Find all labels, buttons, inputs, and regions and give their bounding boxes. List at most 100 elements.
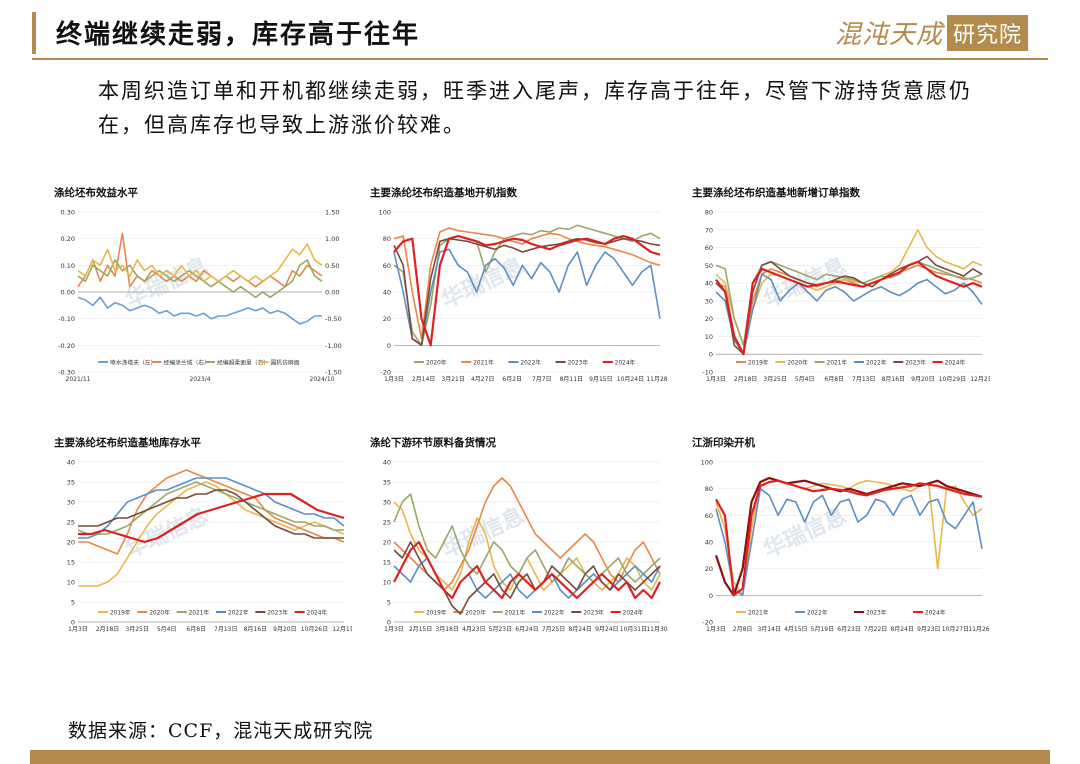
x-tick-label: 2月18日 [734, 376, 757, 383]
series-line [715, 273, 983, 355]
chart-loom-operating-index: 主要涤纶坯布织造基地开机指数 华瑞信息 100 80 60 40 20 0 -20 1月3日 2月1… [368, 182, 668, 397]
y-tick-label: 60 [705, 512, 713, 520]
legend-label: 2023年 [267, 609, 288, 617]
y-tick-label: 15 [67, 559, 75, 567]
y-right-tick-label: 0.00 [325, 289, 339, 297]
series-line [393, 541, 661, 615]
x-tick-label: 8月16日 [244, 626, 267, 633]
x-tick-label: 5月23日 [489, 626, 512, 633]
series-line [393, 501, 661, 591]
chart-dyeing-operating: 江浙印染开机 华瑞信息 100 80 60 40 20 0 -20 1月3日 2月8日 3月14日 4月… [690, 432, 990, 647]
x-tick-label: 9月20日 [273, 626, 296, 633]
y-tick-label: 0.30 [61, 209, 75, 217]
x-tick-label: 5月4日 [795, 376, 815, 383]
y-right-tick-label: 0.50 [325, 262, 339, 270]
y-tick-label: -20 [380, 369, 391, 377]
x-tick-label: 9月20日 [911, 376, 934, 383]
legend-label: 2023年 [583, 609, 604, 617]
x-tick-label: 10月26日 [301, 626, 328, 633]
legend-label: 2023年 [866, 609, 887, 617]
legend-label: 2021年 [505, 609, 526, 617]
chart-new-orders-index: 主要涤纶坯布织造基地新增订单指数 华瑞信息 80 70 60 50 40 30 20 10 0 -10… [690, 182, 990, 397]
x-tick-label: 2月18日 [96, 626, 119, 633]
series-line [715, 228, 983, 347]
y-tick-label: 0 [709, 592, 713, 600]
legend-label: 2022年 [520, 359, 541, 367]
logo-sub-text: 研究院 [946, 14, 1028, 51]
legend-label: 2021年 [189, 609, 210, 617]
x-tick-label: 3月25日 [125, 626, 148, 633]
series-line [393, 493, 661, 583]
page-header: 终端继续走弱，库存高于往年 混沌天成 研究院 [0, 0, 1080, 64]
y-right-tick-label: 1.50 [325, 209, 339, 217]
y-tick-label: 30 [383, 499, 391, 507]
series-line [78, 492, 345, 544]
x-tick-label: 1月3日 [706, 626, 726, 633]
x-tick-label: 8月11日 [560, 376, 583, 383]
y-tick-label: 30 [705, 297, 713, 305]
data-source-note: 数据来源：CCF，混沌天成研究院 [68, 720, 374, 742]
y-tick-label: 100 [701, 459, 713, 467]
x-tick-label: 5月4日 [157, 626, 177, 633]
y-right-tick-label: -1.50 [325, 369, 342, 377]
x-tick-label: 6月8日 [186, 626, 206, 633]
y-tick-label: 0 [387, 342, 391, 350]
x-tick-label: 11月30日 [646, 626, 668, 633]
legend-label: 2020年 [787, 359, 808, 367]
x-tick-label: 7月13日 [214, 626, 237, 633]
y-tick-label: 20 [383, 315, 391, 323]
x-tick-label: 10月24日 [617, 376, 644, 383]
x-tick-label: 7月25日 [542, 626, 565, 633]
x-tick-label: 4月23日 [462, 626, 485, 633]
legend-label: 2024年 [945, 359, 966, 367]
chart-title: 主要涤纶坯布织造基地新增订单指数 [692, 186, 860, 199]
x-tick-label: 10月31日 [620, 626, 647, 633]
x-tick-label: 2月14日 [412, 376, 435, 383]
legend-label: 经编涂兰绒（右） [164, 359, 210, 367]
x-tick-label: 10月27日 [942, 626, 969, 633]
y-tick-label: 0 [71, 619, 75, 627]
y-tick-label: 30 [67, 499, 75, 507]
y-tick-label: 80 [705, 209, 713, 217]
chart-title: 主要涤纶坯布织造基地开机指数 [370, 186, 517, 199]
series-line [393, 224, 661, 347]
y-tick-label: 0.00 [61, 289, 75, 297]
x-tick-label: 12月2日 [970, 376, 990, 383]
x-tick-label: 2024/10 [310, 376, 335, 383]
chart-downstream-stocking: 涤纶下游环节原料备货情况 华瑞信息 40 35 30 25 20 15 10 5 0 1月3日 2月15… [368, 432, 668, 647]
legend-label: 2022年 [228, 609, 249, 617]
series-line [77, 243, 323, 283]
legend-label: 2020年 [149, 609, 170, 617]
watermark-text: 华瑞信息 [760, 503, 851, 564]
chart-title: 主要涤纶坯布织造基地库存水平 [54, 436, 201, 449]
y-tick-label: 10 [705, 333, 713, 341]
x-tick-label: 9月23日 [917, 626, 940, 633]
y-tick-label: 40 [383, 459, 391, 467]
legend-label: 2021年 [473, 359, 494, 367]
legend-label: 2019年 [426, 609, 447, 617]
legend-label: 2022年 [544, 609, 565, 617]
chart-title: 江浙印染开机 [692, 436, 755, 449]
y-tick-label: 0.10 [61, 262, 75, 270]
x-tick-label: 3月18日 [435, 626, 458, 633]
x-tick-label: 6月8日 [824, 376, 844, 383]
series-line [78, 477, 345, 539]
x-tick-label: 4月27日 [471, 376, 494, 383]
company-logo: 混沌天成 研究院 [835, 14, 1028, 51]
x-tick-label: 12月1日 [332, 626, 352, 633]
y-tick-label: 60 [383, 262, 391, 270]
y-tick-label: -0.30 [58, 369, 75, 377]
y-tick-label: 60 [705, 244, 713, 252]
legend-label: 2024年 [925, 609, 946, 617]
x-tick-label: 3月25日 [763, 376, 786, 383]
x-tick-label: 2021/11 [66, 376, 91, 383]
legend-label: 2019年 [748, 359, 769, 367]
page-title: 终端继续走弱，库存高于往年 [56, 20, 421, 50]
x-tick-label: 3月14日 [757, 626, 780, 633]
y-tick-label: 0 [387, 619, 391, 627]
y-right-tick-label: -1.00 [325, 342, 342, 350]
y-tick-label: 0.20 [61, 235, 75, 243]
x-tick-label: 7月7日 [532, 376, 552, 383]
